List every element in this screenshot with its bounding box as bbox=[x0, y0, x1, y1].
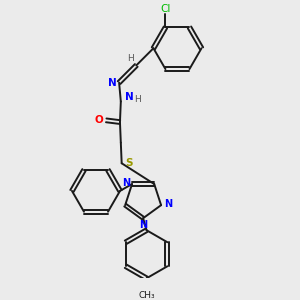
Text: O: O bbox=[95, 116, 104, 125]
Text: Cl: Cl bbox=[160, 4, 171, 14]
Text: N: N bbox=[108, 78, 117, 88]
Text: N: N bbox=[164, 199, 172, 209]
Text: S: S bbox=[126, 158, 133, 168]
Text: N: N bbox=[122, 178, 130, 188]
Text: CH₃: CH₃ bbox=[138, 291, 155, 300]
Text: N: N bbox=[139, 220, 147, 230]
Text: H: H bbox=[127, 54, 134, 63]
Text: H: H bbox=[135, 95, 141, 104]
Text: N: N bbox=[125, 92, 134, 102]
